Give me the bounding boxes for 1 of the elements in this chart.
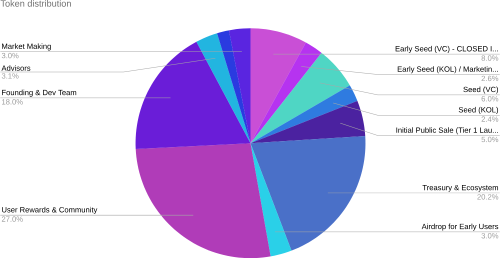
chart-title: Token distribution: [0, 0, 71, 7]
